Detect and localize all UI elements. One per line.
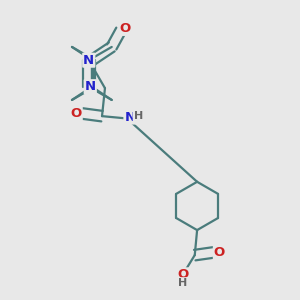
Text: O: O xyxy=(177,268,188,281)
Text: N: N xyxy=(124,110,136,124)
Text: N: N xyxy=(83,54,94,67)
Text: O: O xyxy=(214,246,225,259)
Text: N: N xyxy=(85,80,96,93)
Text: O: O xyxy=(70,107,82,120)
Text: H: H xyxy=(178,278,187,288)
Text: O: O xyxy=(120,22,131,35)
Text: H: H xyxy=(134,111,143,121)
